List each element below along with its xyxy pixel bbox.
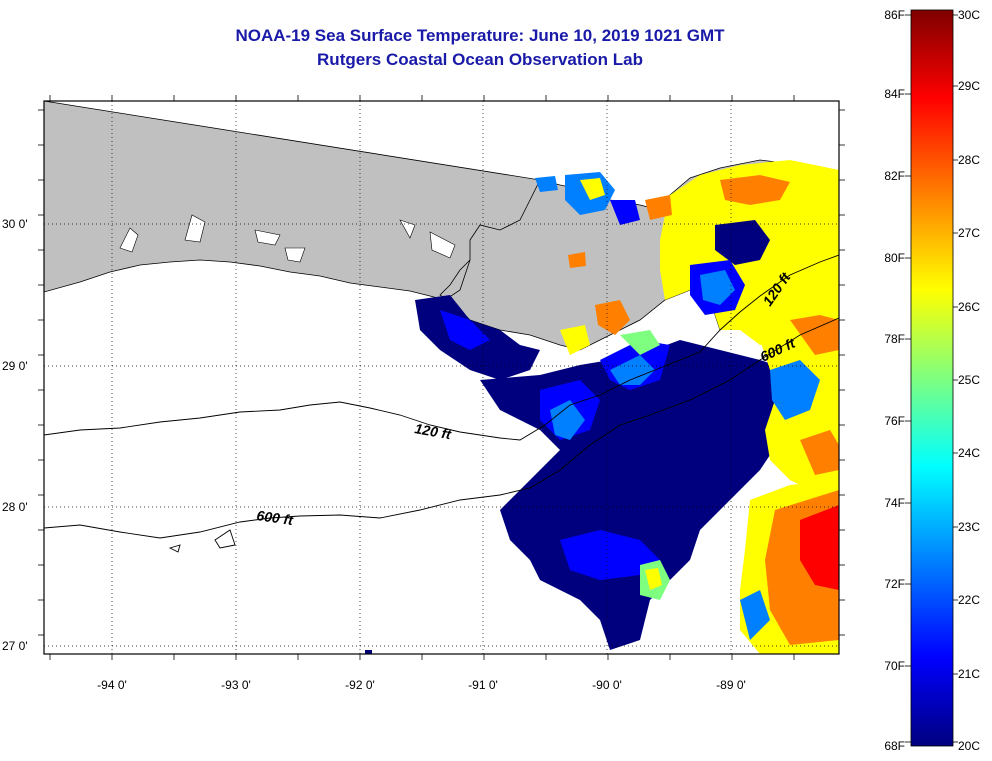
f-label: 86F: [884, 8, 905, 22]
map-layers: [44, 101, 839, 654]
colorbar-f-labels: 86F 84F 82F 80F 78F 76F 74F 72F 70F 68F: [884, 8, 905, 753]
lat-label: 27 0': [2, 639, 28, 653]
f-label: 74F: [884, 496, 905, 510]
c-label: 20C: [958, 739, 980, 753]
c-label: 24C: [958, 446, 980, 460]
tick-marks: [38, 95, 845, 660]
contour-line-120ft-west: [44, 254, 839, 441]
f-label: 84F: [884, 87, 905, 101]
sst-data: [365, 160, 839, 654]
c-label: 25C: [958, 373, 980, 387]
title-line-1: NOAA-19 Sea Surface Temperature: June 10…: [235, 26, 725, 45]
longitude-labels: -94 0' -93 0' -92 0' -91 0' -90 0' -89 0…: [97, 678, 746, 692]
c-label: 21C: [958, 667, 980, 681]
lat-label: 28 0': [2, 500, 28, 514]
lon-label: -89 0': [716, 678, 746, 692]
map-frame: [43, 100, 840, 655]
contour-label-120ft: 120 ft: [413, 420, 453, 442]
title-line-2: Rutgers Coastal Ocean Observation Lab: [317, 50, 643, 69]
lon-label: -94 0': [97, 678, 127, 692]
lat-label: 29 0': [2, 359, 28, 373]
f-label: 72F: [884, 577, 905, 591]
f-label: 78F: [884, 332, 905, 346]
c-label: 22C: [958, 593, 980, 607]
contour-label-600ft: 600 ft: [256, 507, 296, 528]
f-label: 82F: [884, 169, 905, 183]
bathymetry-contours: [44, 254, 839, 553]
contour-line-600ft: [44, 317, 839, 539]
lon-label: -91 0': [468, 678, 498, 692]
lon-label: -92 0': [345, 678, 375, 692]
lon-label: -93 0': [221, 678, 251, 692]
colorbar-c-labels: 30C 29C 28C 27C 26C 25C 24C 23C 22C 21C …: [958, 8, 980, 753]
latitude-labels: 30 0' 29 0' 28 0' 27 0': [2, 217, 28, 653]
colorbar: [910, 9, 954, 747]
f-label: 76F: [884, 414, 905, 428]
f-label: 80F: [884, 251, 905, 265]
inland-lakes: [119, 214, 456, 263]
colorbar-ticks: [905, 14, 958, 743]
lat-label: 30 0': [2, 217, 28, 231]
f-label: 68F: [884, 739, 905, 753]
c-label: 23C: [958, 520, 980, 534]
lon-label: -90 0': [592, 678, 622, 692]
c-label: 29C: [958, 79, 980, 93]
c-label: 26C: [958, 300, 980, 314]
c-label: 28C: [958, 153, 980, 167]
c-label: 30C: [958, 8, 980, 22]
c-label: 27C: [958, 226, 980, 240]
graticule: [44, 101, 839, 654]
f-label: 70F: [884, 659, 905, 673]
